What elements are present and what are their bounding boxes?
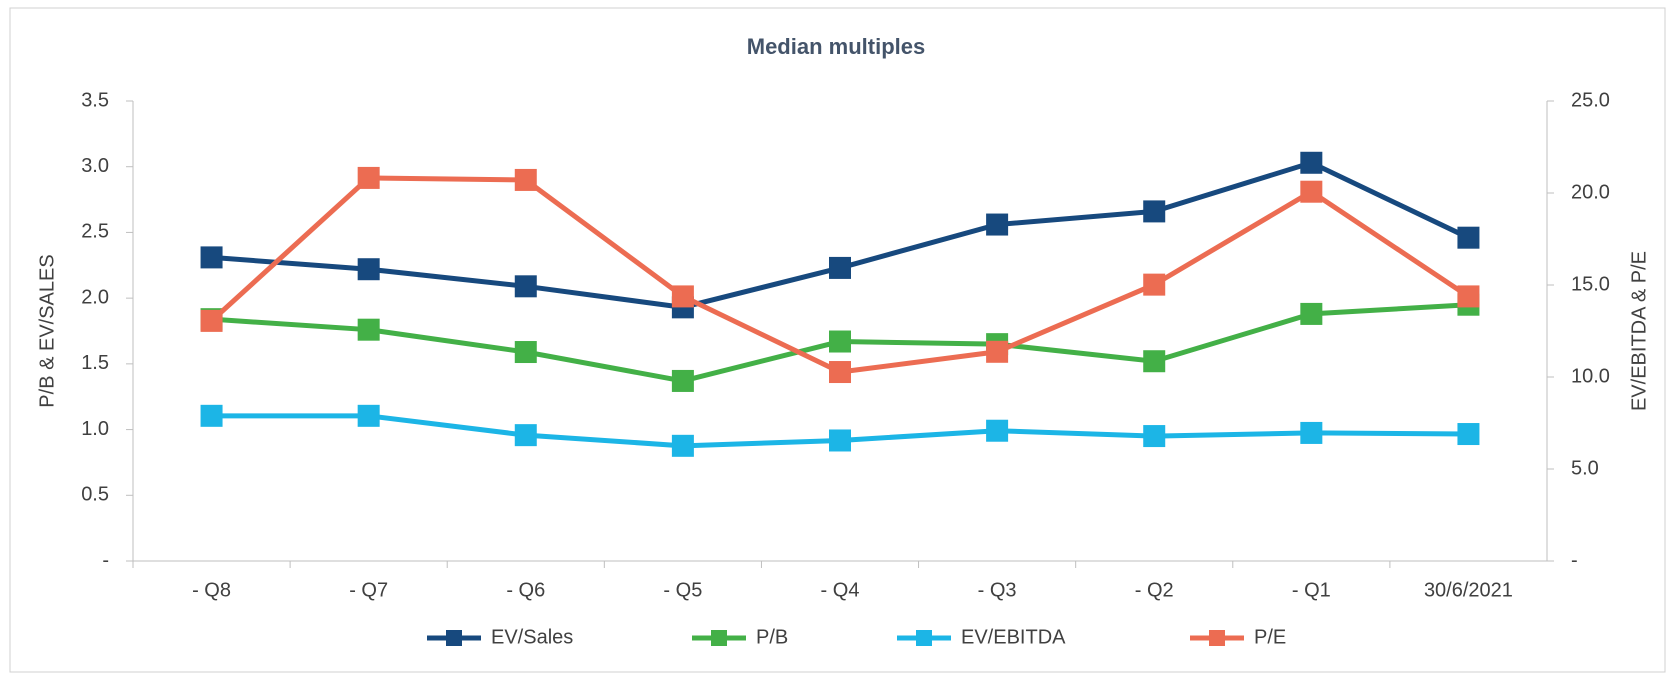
data-marker — [1457, 226, 1480, 249]
legend-marker — [916, 630, 932, 646]
legend-marker — [446, 630, 462, 646]
data-marker — [357, 166, 380, 189]
y2-axis-label: EV/EBITDA & P/E — [1628, 251, 1650, 411]
y-tick-label: - — [102, 549, 109, 571]
y2-tick-label: 25.0 — [1571, 89, 1610, 111]
data-marker — [829, 330, 851, 353]
data-marker — [514, 424, 537, 447]
y2-tick-label: 20.0 — [1571, 181, 1610, 203]
data-marker — [1143, 425, 1166, 448]
x-tick-label: - Q1 — [1292, 579, 1331, 601]
y2-tick-label: 10.0 — [1571, 365, 1610, 387]
x-tick-label: - Q7 — [349, 579, 388, 601]
data-marker — [986, 419, 1009, 442]
data-marker — [1143, 273, 1166, 296]
data-marker — [514, 275, 537, 298]
data-marker — [514, 341, 537, 364]
legend-label: P/E — [1254, 626, 1286, 648]
data-marker — [1143, 200, 1166, 223]
data-marker — [1143, 350, 1166, 373]
y-tick-label: 1.5 — [81, 352, 109, 374]
data-marker — [986, 213, 1009, 236]
x-tick-label: 30/6/2021 — [1424, 579, 1513, 601]
data-marker — [671, 285, 694, 308]
y-tick-label: 2.0 — [81, 286, 109, 308]
data-marker — [200, 246, 223, 269]
chart-title: Median multiples — [747, 34, 925, 59]
data-marker — [514, 168, 537, 191]
x-tick-label: - Q6 — [506, 579, 545, 601]
x-tick-label: - Q2 — [1135, 579, 1174, 601]
data-marker — [1457, 423, 1480, 446]
legend-label: EV/EBITDA — [961, 626, 1066, 648]
data-marker — [829, 361, 851, 384]
x-tick-label: - Q3 — [978, 579, 1017, 601]
y2-tick-label: 5.0 — [1571, 457, 1599, 479]
data-marker — [1300, 180, 1323, 203]
data-marker — [829, 429, 851, 452]
y2-tick-label: - — [1571, 549, 1578, 571]
data-marker — [986, 340, 1009, 363]
data-marker — [200, 309, 223, 332]
legend-marker — [1209, 630, 1225, 646]
y-axis-label: P/B & EV/SALES — [36, 254, 58, 407]
x-tick-label: - Q8 — [192, 579, 231, 601]
data-marker — [1300, 302, 1323, 325]
data-marker — [200, 404, 223, 427]
data-marker — [357, 404, 380, 427]
data-marker — [1457, 285, 1480, 308]
chart-frame — [9, 7, 1666, 673]
x-tick-label: - Q4 — [821, 579, 860, 601]
series-line — [211, 160, 1470, 310]
y2-tick-label: 15.0 — [1571, 273, 1610, 295]
legend-label: EV/Sales — [491, 626, 573, 648]
x-tick-label: - Q5 — [663, 579, 702, 601]
data-marker — [671, 434, 694, 457]
data-marker — [671, 369, 694, 392]
legend-label: P/B — [756, 626, 788, 648]
data-marker — [829, 256, 851, 279]
y-tick-label: 3.0 — [81, 155, 109, 177]
data-marker — [357, 318, 380, 341]
data-marker — [357, 258, 380, 281]
y-tick-label: 0.5 — [81, 484, 109, 506]
y-tick-label: 3.5 — [81, 89, 109, 111]
y-tick-label: 2.5 — [81, 221, 109, 243]
data-marker — [1300, 151, 1323, 174]
y-tick-label: 1.0 — [81, 418, 109, 440]
legend-marker — [711, 630, 727, 646]
data-marker — [1300, 421, 1323, 444]
